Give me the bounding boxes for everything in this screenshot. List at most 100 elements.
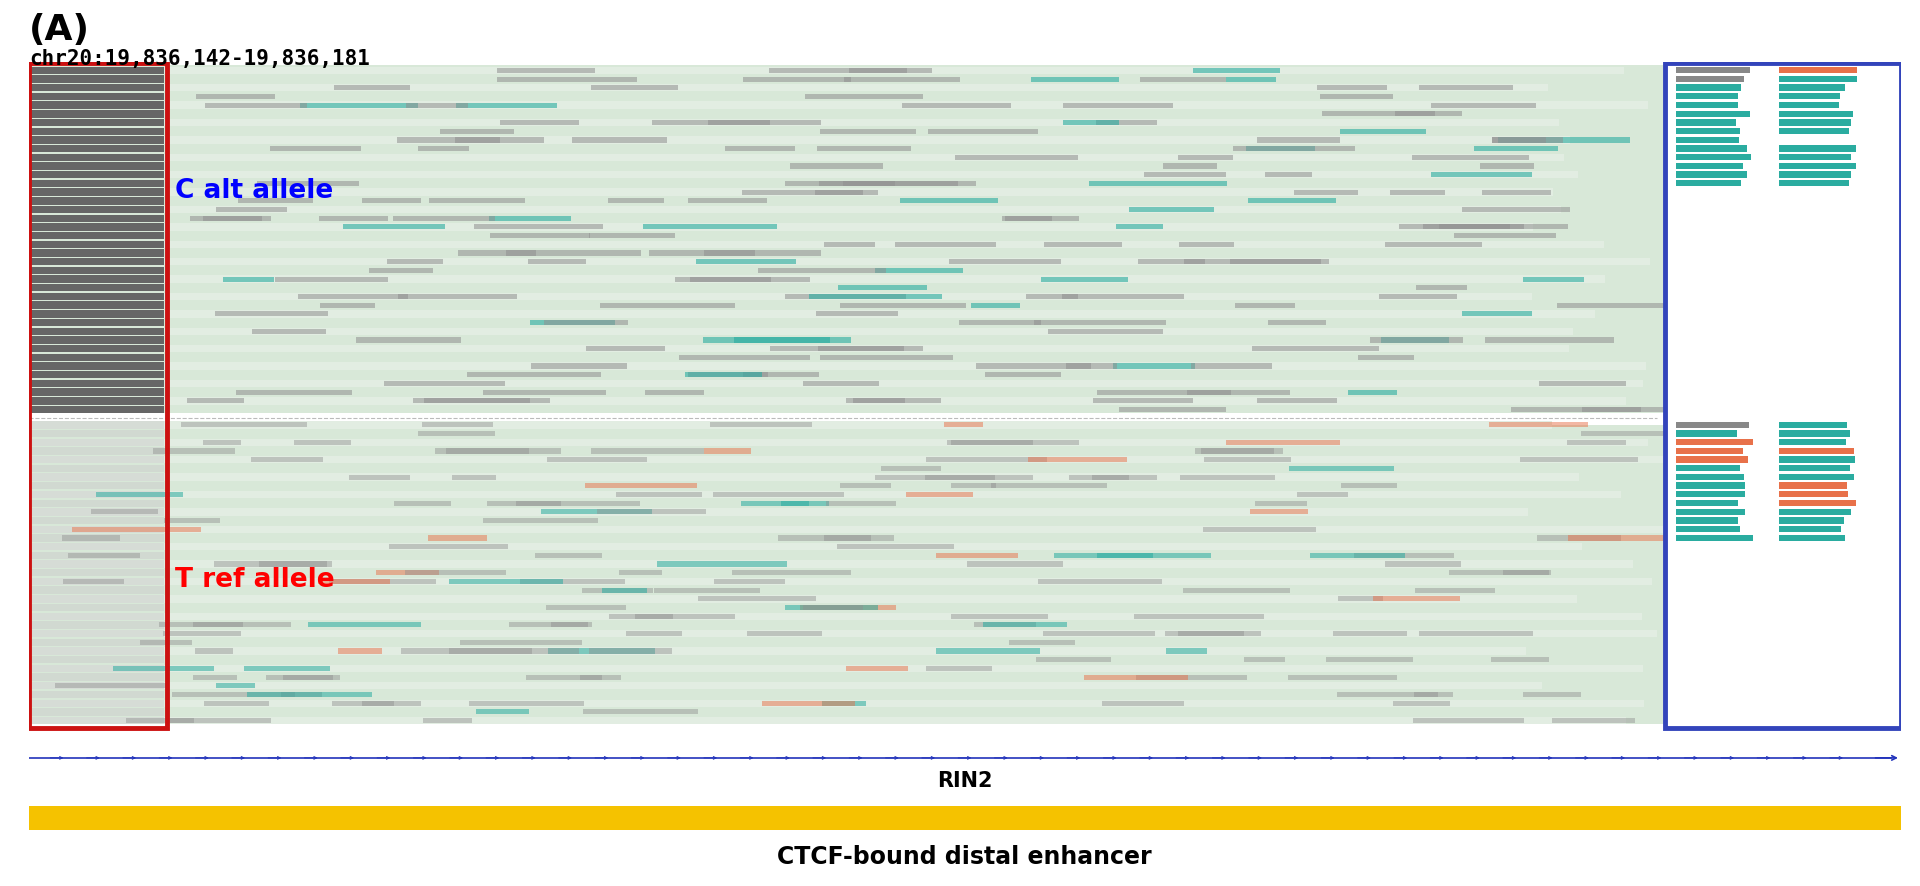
Bar: [29, 119, 1559, 126]
Bar: [1089, 181, 1227, 186]
Bar: [609, 198, 664, 204]
Bar: [357, 338, 461, 343]
Bar: [1202, 448, 1283, 454]
Bar: [1492, 137, 1563, 143]
Bar: [238, 198, 313, 204]
Bar: [1780, 145, 1857, 152]
Bar: [950, 483, 996, 488]
Bar: [419, 146, 468, 152]
Bar: [852, 399, 941, 403]
Bar: [609, 614, 672, 618]
Bar: [29, 189, 1553, 196]
Bar: [1035, 657, 1112, 662]
Bar: [1092, 475, 1158, 479]
Bar: [1492, 137, 1546, 143]
Bar: [732, 571, 851, 575]
Bar: [747, 631, 822, 636]
Bar: [1676, 456, 1747, 462]
Bar: [1676, 534, 1753, 541]
Bar: [29, 380, 1644, 387]
Bar: [657, 562, 787, 567]
Bar: [1484, 338, 1615, 343]
Bar: [29, 119, 163, 126]
Bar: [204, 701, 269, 706]
Bar: [685, 372, 762, 377]
Bar: [29, 509, 163, 516]
Bar: [1340, 128, 1427, 134]
Bar: [468, 701, 584, 706]
Bar: [818, 146, 912, 152]
Bar: [29, 543, 1582, 550]
Bar: [1006, 215, 1079, 221]
Bar: [29, 552, 1605, 559]
Bar: [1096, 390, 1231, 394]
Bar: [29, 241, 163, 248]
Bar: [190, 215, 271, 221]
Bar: [1031, 76, 1119, 82]
Bar: [947, 439, 1033, 445]
Bar: [1035, 320, 1165, 325]
Bar: [1538, 381, 1626, 386]
Bar: [1780, 439, 1845, 446]
Bar: [1233, 146, 1356, 152]
Bar: [29, 509, 1528, 516]
Bar: [394, 501, 451, 506]
Bar: [29, 700, 1644, 707]
Bar: [422, 423, 493, 427]
Bar: [29, 223, 163, 230]
Bar: [29, 267, 1607, 274]
Bar: [29, 84, 1548, 91]
Bar: [29, 569, 163, 577]
Bar: [1054, 553, 1152, 558]
Bar: [29, 328, 1572, 335]
Bar: [29, 232, 163, 239]
Bar: [244, 666, 330, 671]
Bar: [991, 483, 1108, 488]
Bar: [1096, 553, 1212, 558]
Bar: [29, 525, 1663, 533]
Bar: [1676, 67, 1749, 74]
Bar: [1780, 431, 1851, 437]
Bar: [826, 501, 897, 506]
Bar: [29, 354, 1667, 361]
Bar: [1413, 718, 1524, 723]
Bar: [29, 388, 1617, 396]
Bar: [952, 614, 1048, 618]
Bar: [397, 137, 499, 143]
Bar: [90, 509, 157, 515]
Bar: [361, 701, 420, 706]
Bar: [1780, 422, 1847, 428]
Bar: [29, 337, 163, 344]
Bar: [1415, 692, 1453, 697]
Bar: [876, 475, 995, 479]
Bar: [29, 673, 163, 680]
Bar: [973, 622, 1037, 627]
Bar: [474, 224, 603, 229]
Bar: [691, 276, 810, 282]
Bar: [935, 553, 1018, 558]
Bar: [1327, 657, 1413, 662]
Bar: [1676, 171, 1747, 178]
Bar: [1116, 224, 1164, 229]
Bar: [1392, 701, 1450, 706]
Bar: [572, 137, 666, 143]
Bar: [743, 190, 862, 195]
Bar: [342, 224, 445, 229]
Bar: [1780, 84, 1845, 90]
Bar: [29, 587, 1642, 594]
Bar: [29, 84, 163, 91]
Bar: [1165, 649, 1208, 654]
Bar: [1676, 180, 1741, 186]
Bar: [1379, 294, 1457, 299]
Bar: [645, 390, 705, 394]
Bar: [497, 68, 595, 73]
Bar: [29, 595, 163, 602]
Bar: [165, 518, 221, 523]
Bar: [1254, 501, 1308, 506]
Bar: [785, 605, 879, 610]
Bar: [591, 448, 705, 454]
Bar: [419, 431, 495, 436]
Bar: [319, 579, 390, 584]
Bar: [29, 337, 1567, 344]
Bar: [29, 708, 163, 716]
